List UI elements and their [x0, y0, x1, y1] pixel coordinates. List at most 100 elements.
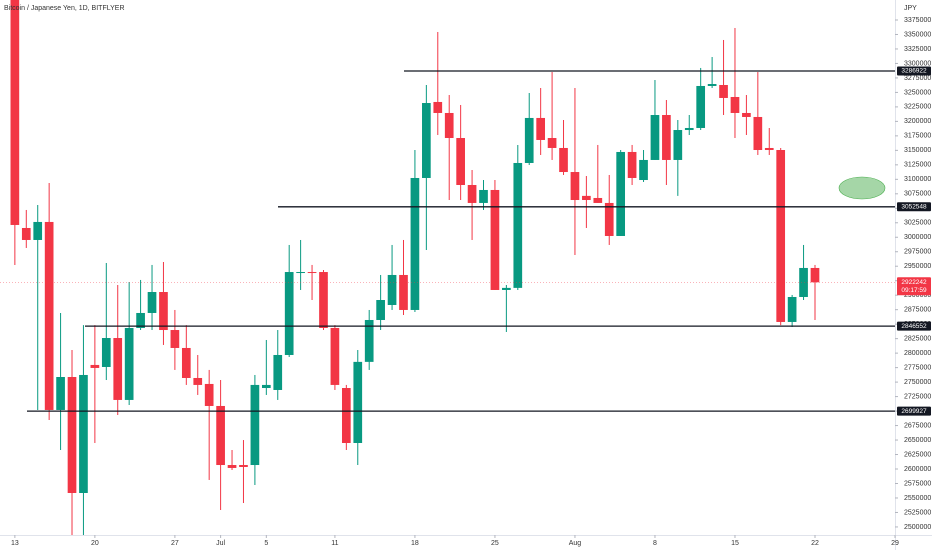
candle-body: [616, 151, 626, 236]
y-tick-label: 2575000: [904, 480, 931, 487]
x-tick-label: 27: [171, 540, 179, 547]
candle-body: [67, 377, 77, 493]
candle-body: [250, 384, 260, 466]
candle-body: [101, 338, 111, 367]
candle-body: [707, 84, 717, 86]
candle-body: [170, 330, 180, 348]
candle-body: [467, 184, 477, 203]
y-tick-label: 2725000: [904, 393, 931, 400]
candle-body: [433, 101, 443, 113]
y-tick-label: 2675000: [904, 422, 931, 429]
currency-label: JPY: [904, 5, 917, 12]
y-tick-label: 2525000: [904, 509, 931, 516]
y-tick-label: 2550000: [904, 495, 931, 502]
level-tag: [897, 66, 931, 76]
candle-body: [181, 347, 191, 378]
candle-body: [456, 138, 465, 185]
candle-body: [113, 338, 123, 400]
candle-body: [341, 388, 351, 443]
candle-body: [124, 327, 134, 400]
candle-body: [787, 296, 797, 322]
candle-body: [650, 115, 660, 160]
candle-body: [536, 117, 546, 140]
candle-body: [307, 272, 317, 274]
y-tick-label: 2825000: [904, 335, 931, 342]
y-tick-label: 3275000: [904, 75, 931, 82]
candle-body: [10, 0, 20, 225]
level-tag-label: 2846552: [901, 323, 927, 330]
candle-body: [364, 319, 374, 362]
y-tick-label: 3250000: [904, 89, 931, 96]
candle-body: [662, 115, 671, 160]
current-price-tag: [897, 277, 931, 296]
candle-body: [639, 159, 648, 181]
candle-body: [319, 272, 328, 328]
y-tick-label: 3150000: [904, 147, 931, 154]
candle-body: [753, 116, 763, 151]
y-tick-label: 3325000: [904, 46, 931, 53]
candle-body: [719, 84, 728, 98]
candle-body: [273, 354, 283, 390]
y-tick-label: 3175000: [904, 133, 931, 140]
y-tick-label: 2500000: [904, 524, 931, 531]
y-tick-label: 2775000: [904, 364, 931, 371]
candle-body: [559, 147, 568, 173]
candle-body: [44, 221, 54, 410]
y-tick-label: 3200000: [904, 118, 931, 125]
candle-body: [399, 274, 408, 310]
candle-body: [193, 377, 203, 385]
x-tick-label: Aug: [569, 540, 582, 547]
countdown-label: 09:17:59: [901, 287, 927, 294]
candle-body: [147, 292, 157, 313]
x-tick-label: 29: [891, 540, 899, 547]
x-tick-label: 22: [811, 540, 819, 547]
y-tick-label: 3125000: [904, 162, 931, 169]
candle-body: [593, 197, 603, 203]
y-tick-label: 2950000: [904, 263, 931, 270]
current-price-label: 2922242: [901, 279, 927, 286]
y-tick-label: 2625000: [904, 451, 931, 458]
y-tick-label: 2650000: [904, 437, 931, 444]
x-tick-label: 8: [653, 540, 657, 547]
candle-body: [159, 292, 168, 331]
candle-body: [444, 112, 454, 139]
candle-body: [730, 96, 740, 113]
x-tick-label: 13: [11, 540, 19, 547]
candle-body: [479, 189, 488, 203]
candle-body: [227, 465, 237, 468]
candle-body: [799, 267, 808, 297]
level-tag: [897, 321, 931, 331]
y-tick-label: 3075000: [904, 191, 931, 198]
x-tick-label: 20: [91, 540, 99, 547]
level-tag: [897, 406, 931, 416]
candle-body: [410, 177, 420, 310]
candle-body: [502, 287, 511, 290]
y-tick-label: 3100000: [904, 176, 931, 183]
candle-body: [21, 227, 31, 240]
candle-body: [239, 465, 248, 467]
y-tick-label: 3300000: [904, 60, 931, 67]
candle-body: [79, 374, 88, 493]
x-tick-label: 15: [731, 540, 739, 547]
candle-body: [742, 112, 751, 117]
candle-body: [216, 405, 225, 466]
level-tag-label: 3286922: [901, 68, 927, 75]
level-tag-label: 2699927: [901, 408, 927, 415]
candle-body: [136, 312, 145, 328]
x-tick-label: 25: [491, 540, 499, 547]
candle-body: [604, 202, 614, 236]
candle-body: [296, 272, 305, 274]
candle-body: [547, 138, 557, 148]
candles: [10, 0, 820, 535]
candle-body: [582, 195, 591, 201]
candle-body: [810, 267, 820, 283]
y-tick-label: 2800000: [904, 350, 931, 357]
y-tick-label: 2750000: [904, 379, 931, 386]
candle-body: [90, 364, 100, 368]
y-tick-label: 2875000: [904, 307, 931, 314]
y-tick-label: 2600000: [904, 466, 931, 473]
candle-body: [33, 221, 43, 240]
y-tick-label: 3375000: [904, 17, 931, 24]
x-tick-label: 18: [411, 540, 419, 547]
